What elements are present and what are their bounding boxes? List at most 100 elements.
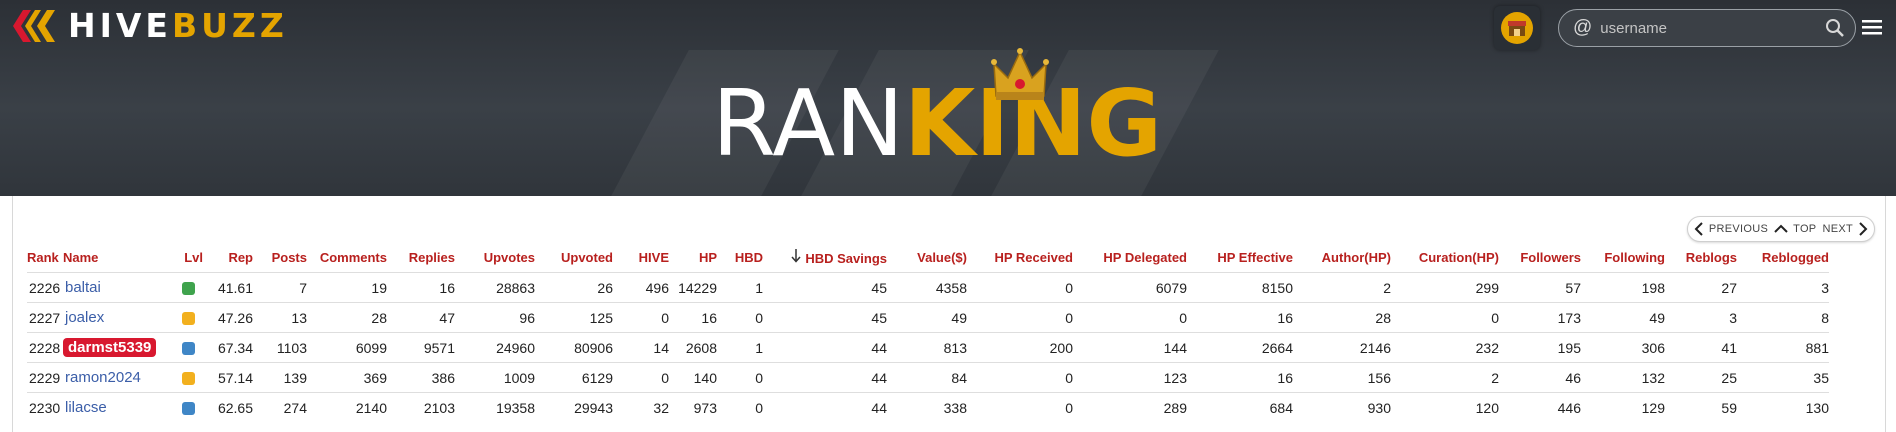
hamburger-menu-icon[interactable] xyxy=(1862,19,1882,35)
col-header-comments[interactable]: Comments xyxy=(319,249,387,265)
chevron-left-icon xyxy=(1694,222,1703,236)
following-cell: 306 xyxy=(1581,332,1665,363)
next-button[interactable]: NEXT xyxy=(1822,222,1868,236)
level-badge-icon xyxy=(181,282,195,296)
col-header-author-hp[interactable]: Author(HP) xyxy=(1321,249,1391,265)
col-header-hive[interactable]: HIVE xyxy=(638,249,669,265)
col-header-hp-delegated[interactable]: HP Delegated xyxy=(1103,249,1187,265)
col-header-following[interactable]: Following xyxy=(1604,249,1665,265)
hivebuzz-logo[interactable]: HIVEBUZZ xyxy=(10,4,288,48)
search-icon[interactable] xyxy=(1825,18,1845,38)
col-header-posts[interactable]: Posts xyxy=(271,249,307,265)
author-hp-cell: 28 xyxy=(1293,302,1391,333)
reblogs-cell: 3 xyxy=(1665,302,1737,333)
col-header-hp[interactable]: HP xyxy=(698,249,717,265)
author-hp-cell: 930 xyxy=(1293,392,1391,422)
logo-buzz-text: BUZZ xyxy=(171,6,288,45)
shop-button[interactable] xyxy=(1494,6,1540,50)
username-link[interactable]: joalex xyxy=(65,309,105,326)
author-hp-cell: 156 xyxy=(1293,362,1391,393)
rank-cell: 2229 xyxy=(27,362,63,393)
hbd-savings-header-label: HBD Savings xyxy=(805,250,887,266)
upvoted-cell: 125 xyxy=(535,302,613,333)
col-header-upvoted[interactable]: Upvoted xyxy=(561,249,613,265)
hbd-savings-cell: 45 xyxy=(763,272,887,303)
col-header-upvotes[interactable]: Upvotes xyxy=(483,249,535,265)
hp-delegated-cell: 144 xyxy=(1073,332,1187,363)
col-header-value[interactable]: Value($) xyxy=(917,249,967,265)
at-symbol: @ xyxy=(1573,17,1593,38)
col-header-lvl[interactable]: Lvl xyxy=(184,249,203,265)
value-cell: 338 xyxy=(887,392,967,422)
upvoted-cell: 80906 xyxy=(535,332,613,363)
col-header-name[interactable]: Name xyxy=(63,249,99,265)
author-hp-cell: 2146 xyxy=(1293,332,1391,363)
rank-cell: 2226 xyxy=(27,272,63,303)
comments-cell: 369 xyxy=(307,362,387,393)
col-header-curation-hp[interactable]: Curation(HP) xyxy=(1418,249,1499,265)
comments-cell: 6099 xyxy=(307,332,387,363)
hp-cell: 973 xyxy=(669,392,717,422)
replies-cell: 2103 xyxy=(387,392,455,422)
reblogs-cell: 27 xyxy=(1665,272,1737,303)
replies-cell: 386 xyxy=(387,362,455,393)
hp-effective-cell: 8150 xyxy=(1187,272,1293,303)
chevron-up-icon xyxy=(1774,224,1788,233)
following-cell: 132 xyxy=(1581,362,1665,393)
logo-text: HIVEBUZZ xyxy=(68,4,288,48)
level-badge-icon xyxy=(181,372,195,386)
lvl-cell xyxy=(173,392,203,422)
lvl-cell xyxy=(173,362,203,393)
col-header-hbd-savings[interactable]: HBD Savings xyxy=(763,242,887,273)
rep-cell: 62.65 xyxy=(203,392,253,422)
lvl-cell xyxy=(173,332,203,363)
ranking-panel: PREVIOUS TOP NEXT Rank Name Lvl Rep Post… xyxy=(12,196,1886,432)
col-header-rep[interactable]: Rep xyxy=(228,249,253,265)
title-part1: RAN xyxy=(712,70,904,177)
followers-cell: 446 xyxy=(1499,392,1581,422)
top-button[interactable]: TOP xyxy=(1774,223,1816,235)
reblogs-cell: 41 xyxy=(1665,332,1737,363)
name-cell: ramon2024 xyxy=(63,362,173,393)
hp-cell: 2608 xyxy=(669,332,717,363)
col-header-rank[interactable]: Rank xyxy=(27,249,59,265)
hbd-cell: 1 xyxy=(717,272,763,303)
username-link[interactable]: baltai xyxy=(65,279,101,296)
username-link[interactable]: ramon2024 xyxy=(65,369,141,386)
reblogged-cell: 3 xyxy=(1737,272,1829,303)
hp-cell: 14229 xyxy=(669,272,717,303)
col-header-hp-received[interactable]: HP Received xyxy=(994,249,1073,265)
username-link[interactable]: lilacse xyxy=(65,399,107,416)
username-search-input[interactable] xyxy=(1598,18,1813,38)
hp-effective-cell: 684 xyxy=(1187,392,1293,422)
col-header-hp-effective[interactable]: HP Effective xyxy=(1217,249,1293,265)
hbd-savings-cell: 44 xyxy=(763,332,887,363)
following-cell: 129 xyxy=(1581,392,1665,422)
col-header-replies[interactable]: Replies xyxy=(408,249,455,265)
reblogged-cell: 8 xyxy=(1737,302,1829,333)
col-header-hbd[interactable]: HBD xyxy=(734,249,763,265)
col-header-reblogged[interactable]: Reblogged xyxy=(1761,249,1829,265)
username-link[interactable]: darmst5339 xyxy=(63,338,157,357)
rep-cell: 57.14 xyxy=(203,362,253,393)
posts-cell: 7 xyxy=(253,272,307,303)
search-box[interactable]: @ xyxy=(1558,9,1856,47)
posts-cell: 274 xyxy=(253,392,307,422)
hp-received-cell: 0 xyxy=(967,392,1073,422)
previous-label: PREVIOUS xyxy=(1708,223,1769,235)
hp-received-cell: 0 xyxy=(967,362,1073,393)
crown-icon xyxy=(991,48,1049,100)
rank-cell: 2228 xyxy=(27,332,63,363)
col-header-followers[interactable]: Followers xyxy=(1520,249,1581,265)
col-header-reblogs[interactable]: Reblogs xyxy=(1685,249,1737,265)
value-cell: 49 xyxy=(887,302,967,333)
comments-cell: 2140 xyxy=(307,392,387,422)
ranking-table: Rank Name Lvl Rep Posts Comments Replies… xyxy=(27,242,1829,422)
replies-cell: 9571 xyxy=(387,332,455,363)
following-cell: 49 xyxy=(1581,302,1665,333)
hbd-cell: 1 xyxy=(717,332,763,363)
reblogs-cell: 59 xyxy=(1665,392,1737,422)
sort-desc-icon xyxy=(791,248,801,263)
value-cell: 813 xyxy=(887,332,967,363)
previous-button[interactable]: PREVIOUS xyxy=(1694,222,1768,236)
